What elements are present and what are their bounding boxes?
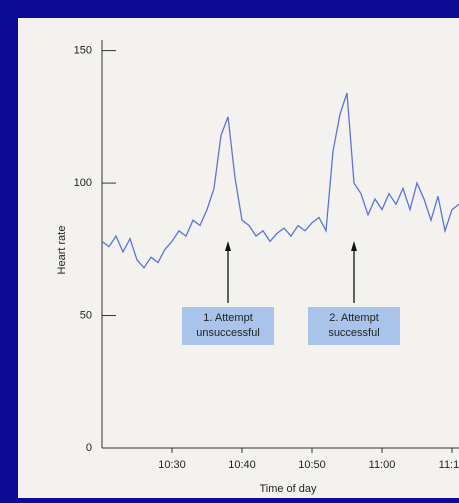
heart-rate-line [101, 92, 459, 269]
arrow-head [351, 241, 357, 251]
x-tick-label: 11:10 [439, 459, 459, 471]
annotation: 1. Attempt unsuccessful [182, 241, 274, 345]
y-tick-label: 50 [80, 309, 92, 321]
x-tick-label: 10:40 [228, 459, 256, 471]
annotation-text: successful [328, 327, 379, 339]
annotation-text: unsuccessful [196, 327, 260, 339]
annotation-text: 1. Attempt [203, 312, 253, 324]
annotation-box [308, 307, 400, 345]
y-tick-label: 150 [74, 45, 92, 57]
y-tick-label: 0 [86, 442, 92, 454]
annotation-text: 2. Attempt [329, 312, 379, 324]
x-tick-label: 11:00 [369, 459, 396, 471]
annotation-box [182, 307, 274, 345]
y-axis-label: Heart rate [56, 226, 68, 275]
paper [18, 18, 459, 498]
y-tick-label: 100 [74, 177, 92, 189]
x-tick-label: 10:50 [298, 459, 326, 471]
annotation: 2. Attempt successful [308, 241, 400, 345]
arrow-head [225, 241, 231, 251]
x-axis-label: Time of day [259, 483, 317, 495]
x-tick-label: 10:30 [158, 459, 186, 471]
